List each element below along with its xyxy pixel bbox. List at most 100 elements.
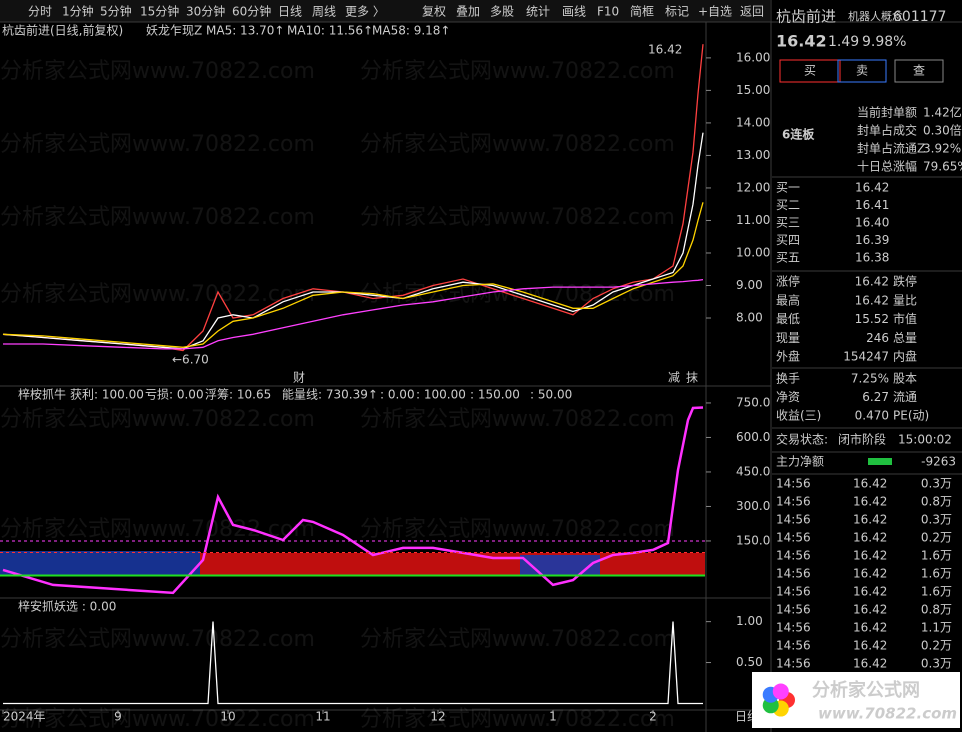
- quote-value: 154247: [843, 350, 889, 364]
- trade-time: 14:56: [776, 495, 811, 509]
- quote-label: 现量: [776, 331, 800, 345]
- toolbar-tab[interactable]: 分时: [28, 5, 52, 19]
- watermark: 分析家公式网www.70822.com: [0, 627, 315, 652]
- watermark: 分析家公式网www.70822.com: [0, 132, 315, 157]
- toolbar-button[interactable]: 返回: [740, 5, 764, 19]
- toolbar-button[interactable]: 画线: [562, 5, 586, 19]
- quote-value: 16.42: [855, 293, 889, 307]
- finance-label: 收益(三): [776, 409, 821, 423]
- legend-entry: 能量线: 730.39↑: [282, 388, 378, 402]
- trade-button[interactable]: [779, 59, 841, 83]
- toolbar-tab[interactable]: 15分钟: [140, 4, 179, 19]
- bid-price: 16.42: [855, 181, 889, 195]
- trade-volume: 0.8万: [921, 495, 952, 509]
- watermark: 分析家公式网www.70822.com: [0, 517, 315, 542]
- trade-price: 16.42: [853, 531, 887, 545]
- trade-price: 16.42: [853, 657, 887, 671]
- trade-price: 16.42: [853, 639, 887, 653]
- logo-title: 分析家公式网: [812, 679, 920, 701]
- toolbar-button[interactable]: 叠加: [456, 5, 480, 19]
- trade-price: 16.42: [853, 585, 887, 599]
- finance-label: 股本: [893, 372, 917, 386]
- trade-time: 14:56: [776, 549, 811, 563]
- seal-label: 十日总涨幅: [857, 159, 917, 174]
- watermark: 分析家公式网www.70822.com: [360, 707, 675, 732]
- bid-price: 16.41: [855, 198, 889, 212]
- toolbar-tab[interactable]: 60分钟: [232, 4, 271, 19]
- toolbar-tab[interactable]: 1分钟: [62, 4, 94, 19]
- legend-entry: MA10: 11.56↑: [287, 24, 373, 38]
- toolbar-tab[interactable]: 5分钟: [100, 4, 132, 19]
- watermark: 分析家公式网www.70822.com: [360, 627, 675, 652]
- toolbar-tab[interactable]: 周线: [312, 5, 336, 19]
- watermark: 分析家公式网www.70822.com: [0, 407, 315, 432]
- trade-price: 16.42: [853, 567, 887, 581]
- seal-label: 当前封单额: [857, 105, 917, 120]
- trade-volume: 0.2万: [921, 639, 952, 653]
- flow-value: -9263: [921, 455, 956, 469]
- y-tick-label: 150.0: [736, 533, 770, 547]
- y-tick-label: 450.0: [736, 464, 770, 478]
- trade-price: 16.42: [853, 603, 887, 617]
- trade-price: 16.42: [853, 495, 887, 509]
- toolbar-button[interactable]: +自选: [698, 5, 732, 19]
- trade-volume: 1.6万: [921, 549, 952, 563]
- trade-time: 14:56: [776, 621, 811, 635]
- status-text: 闭市阶段: [838, 432, 886, 447]
- finance-label: PE(动): [893, 409, 929, 423]
- stock-price: 16.42: [776, 32, 827, 51]
- y-tick-label: 11.00: [736, 213, 770, 227]
- bid-price: 16.40: [855, 216, 889, 230]
- series-line: [2, 202, 704, 348]
- stock-concept: 机器人概念: [848, 9, 903, 23]
- watermark: 分析家公式网www.70822.com: [360, 517, 675, 542]
- bid-price: 16.38: [855, 251, 889, 265]
- trade-volume: 1.1万: [921, 621, 952, 635]
- toolbar-button[interactable]: 标记: [665, 5, 689, 19]
- toolbar-button[interactable]: 复权: [422, 5, 446, 19]
- indicator-band: [520, 555, 600, 575]
- trade-button[interactable]: [837, 59, 887, 83]
- finance-value: 7.25%: [851, 372, 889, 386]
- toolbar-tab[interactable]: 日线: [278, 5, 302, 19]
- toolbar-button[interactable]: 多股: [490, 5, 514, 19]
- y-tick-label: 8.00: [736, 311, 763, 325]
- status-text: 15:00:02: [898, 433, 952, 447]
- watermark: 分析家公式网www.70822.com: [0, 59, 315, 84]
- legend-entry: 亏损: 0.00: [145, 388, 204, 402]
- toolbar-tab[interactable]: 更多 〉: [345, 5, 385, 19]
- logo-petal: [772, 683, 789, 700]
- quote-label: 内盘: [893, 349, 917, 364]
- toolbar-button[interactable]: F10: [597, 5, 619, 19]
- quote-value: 246: [866, 331, 889, 345]
- trade-time: 14:56: [776, 531, 811, 545]
- trade-button-label[interactable]: 卖: [856, 64, 868, 78]
- toolbar-tab[interactable]: 30分钟: [186, 4, 225, 19]
- trade-button-label[interactable]: 查: [913, 64, 925, 78]
- seal-value: 0.30倍: [923, 123, 962, 138]
- stock-pct: 9.98%: [862, 34, 906, 50]
- finance-value: 6.27: [862, 390, 889, 404]
- watermark: 分析家公式网www.70822.com: [360, 59, 675, 84]
- quote-label: 量比: [893, 293, 917, 307]
- streak: 6连板: [782, 127, 815, 142]
- x-tick-label: 2: [649, 710, 657, 724]
- y-tick-label: 15.00: [736, 83, 770, 97]
- trade-button-label[interactable]: 买: [804, 64, 816, 78]
- x-tick-label: 12: [430, 710, 445, 724]
- seal-label: 封单占成交: [857, 123, 917, 138]
- toolbar-button[interactable]: 简框: [630, 5, 654, 19]
- panel-title: 梓桉抓牛: [18, 387, 66, 402]
- toolbar-button[interactable]: 统计: [526, 5, 550, 19]
- watermark: 分析家公式网www.70822.com: [360, 407, 675, 432]
- series-line: [2, 406, 704, 595]
- bid-price: 16.39: [855, 233, 889, 247]
- trade-button[interactable]: [894, 59, 944, 83]
- trade-volume: 1.6万: [921, 567, 952, 581]
- x-tick-label: 2024年: [3, 710, 46, 724]
- y-tick-label: 750.0: [736, 395, 770, 409]
- legend-entry: MA5: 13.70↑: [206, 24, 284, 38]
- x-tick-label: 1: [549, 710, 557, 724]
- legend-entry: : 50.00: [530, 388, 572, 402]
